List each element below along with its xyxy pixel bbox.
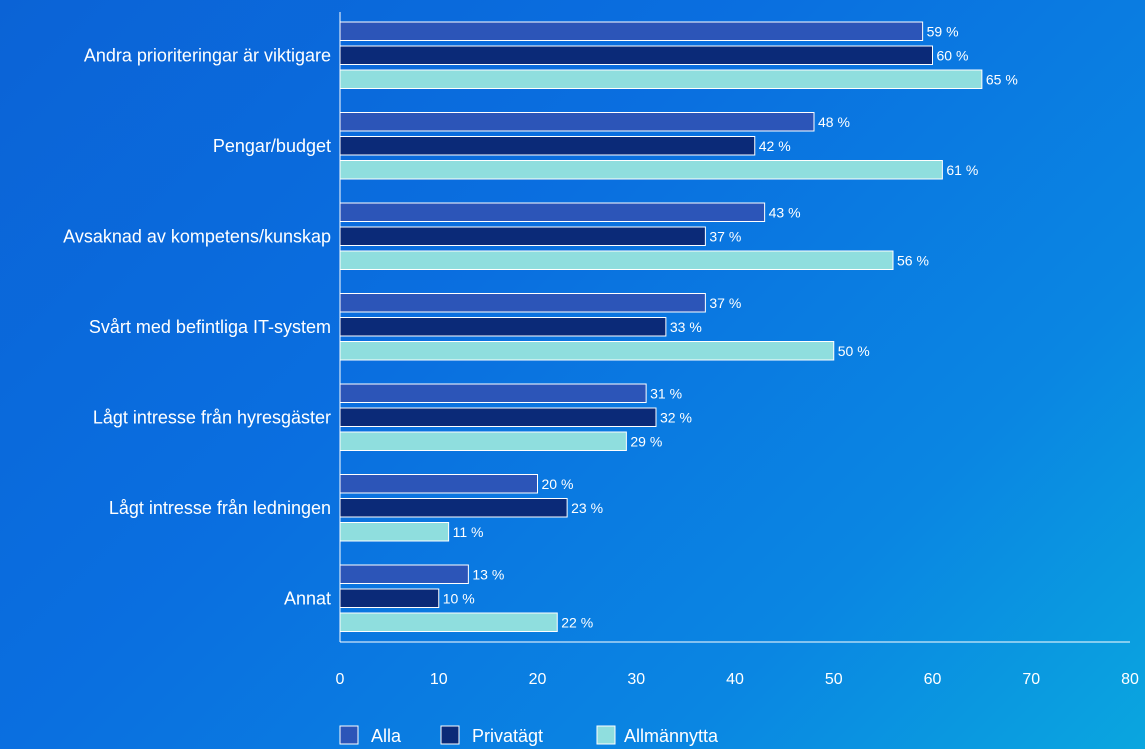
value-label: 59 % <box>927 23 959 39</box>
axes <box>339 12 1130 643</box>
bar-2-4 <box>339 317 667 337</box>
value-label: 31 % <box>650 385 682 401</box>
value-label: 37 % <box>709 228 741 244</box>
value-label: 33 % <box>670 319 702 335</box>
bar-2-7 <box>339 588 440 608</box>
bar-3-6 <box>339 522 450 542</box>
value-label: 43 % <box>769 204 801 220</box>
bar-1-1 <box>339 21 924 41</box>
value-label: 60 % <box>937 47 969 63</box>
value-label: 13 % <box>472 566 504 582</box>
value-label: 20 % <box>542 476 574 492</box>
bar-2-1 <box>339 45 933 65</box>
legend-label: Allmännytta <box>624 726 719 746</box>
bar-3-3 <box>339 250 894 270</box>
x-tick-label: 40 <box>726 671 744 688</box>
category-labels: Andra prioriteringar är viktigare Pengar/… <box>63 45 331 608</box>
x-tick-labels: 0 10 20 30 40 50 60 70 80 <box>336 671 1139 688</box>
bar-1-4 <box>339 293 706 313</box>
bar-3-7 <box>339 612 558 632</box>
value-label: 11 % <box>453 524 484 540</box>
bar-3-2 <box>339 160 943 180</box>
category-label: Lågt intresse från ledningen <box>109 498 331 518</box>
bars-group: 59 % 60 % 65 % 48 % 42 % 61 % 43 % 37 % 56 % 37 %… <box>339 21 1018 632</box>
x-tick-label: 60 <box>924 671 942 688</box>
value-label: 37 % <box>709 295 741 311</box>
category-label: Avsaknad av kompetens/kunskap <box>63 226 331 246</box>
category-label: Lågt intresse från hyresgäster <box>93 407 331 427</box>
bar-3-4 <box>339 341 835 361</box>
bar-2-6 <box>339 498 568 518</box>
bar-1-5 <box>339 383 647 403</box>
legend-label: Alla <box>371 726 402 746</box>
x-tick-label: 10 <box>430 671 448 688</box>
legend-swatch <box>440 725 460 745</box>
bar-3-1 <box>339 69 983 89</box>
value-label: 61 % <box>946 162 978 178</box>
x-tick-label: 20 <box>529 671 547 688</box>
legend: Alla Privatägt Allmännytta <box>339 725 719 746</box>
value-label: 48 % <box>818 114 850 130</box>
value-label: 32 % <box>660 409 692 425</box>
value-label: 29 % <box>630 433 662 449</box>
legend-swatch <box>339 725 359 745</box>
value-label: 56 % <box>897 252 929 268</box>
category-label: Pengar/budget <box>213 136 331 156</box>
bar-1-3 <box>339 202 766 222</box>
category-label: Svårt med befintliga IT-system <box>89 317 331 337</box>
x-tick-label: 0 <box>336 671 345 688</box>
category-label: Annat <box>284 588 331 608</box>
value-label: 50 % <box>838 343 870 359</box>
bar-2-3 <box>339 226 706 246</box>
value-label: 22 % <box>561 614 593 630</box>
bar-1-6 <box>339 474 538 494</box>
x-tick-label: 30 <box>627 671 645 688</box>
x-tick-label: 50 <box>825 671 843 688</box>
x-tick-label: 70 <box>1022 671 1040 688</box>
category-label: Andra prioriteringar är viktigare <box>84 45 331 65</box>
bar-1-2 <box>339 112 815 132</box>
bar-1-7 <box>339 564 469 584</box>
x-tick-label: 80 <box>1121 671 1139 688</box>
value-label: 42 % <box>759 138 791 154</box>
legend-swatch <box>596 725 616 745</box>
bar-2-5 <box>339 407 657 427</box>
bar-3-5 <box>339 431 627 451</box>
value-label: 23 % <box>571 500 603 516</box>
bar-2-2 <box>339 136 756 156</box>
value-label: 65 % <box>986 71 1018 87</box>
legend-label: Privatägt <box>472 726 543 746</box>
value-label: 10 % <box>443 590 475 606</box>
